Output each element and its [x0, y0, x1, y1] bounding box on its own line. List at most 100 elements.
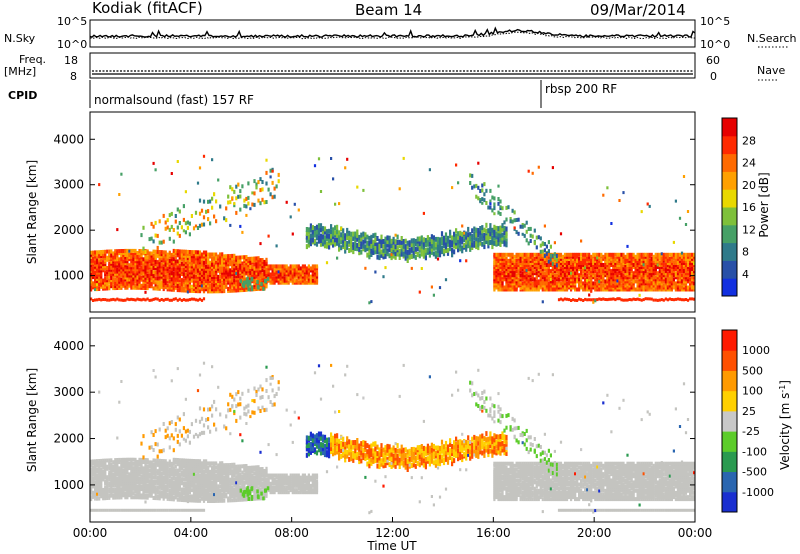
power-cell	[632, 275, 635, 280]
power-cell	[263, 270, 266, 275]
power-cell	[160, 270, 163, 275]
power-cell	[307, 227, 310, 233]
velocity-cell	[120, 491, 123, 496]
power-cell	[235, 266, 238, 270]
power-cell	[640, 279, 643, 284]
power-cell	[525, 238, 528, 243]
power-cell	[654, 275, 657, 280]
power-cell	[338, 246, 341, 252]
power-cell	[453, 249, 456, 255]
power-cell	[118, 271, 121, 276]
power-cell	[188, 268, 191, 273]
power-cell	[479, 226, 482, 231]
velocity-cell	[156, 460, 159, 465]
velocity-cell	[104, 473, 107, 478]
velocity-cell	[94, 461, 97, 466]
power-cell	[515, 218, 518, 222]
velocity-cell	[138, 482, 141, 487]
power-cell	[644, 285, 647, 290]
power-cell	[205, 264, 208, 269]
power-cell	[693, 281, 696, 286]
power-cell	[680, 279, 684, 284]
velocity-cell	[120, 470, 123, 475]
power-cell	[628, 279, 631, 284]
power-cell	[584, 252, 587, 257]
power-cell	[475, 227, 478, 233]
power-cell	[517, 277, 520, 282]
velocity-cell	[120, 462, 123, 466]
velocity-cell	[100, 508, 103, 512]
power-cell	[186, 260, 189, 265]
velocity-cell	[162, 490, 165, 495]
power-cell	[229, 254, 232, 258]
power-cell	[638, 261, 641, 265]
power-cell	[301, 268, 304, 273]
velocity-cell	[150, 464, 153, 469]
velocity-cell	[108, 462, 111, 467]
power-cell	[174, 259, 177, 264]
power-cell	[511, 271, 514, 276]
power-cell	[654, 256, 657, 261]
power-cell	[618, 267, 621, 272]
velocity-cell	[156, 477, 159, 482]
velocity-cell	[126, 476, 129, 481]
velocity-cell	[114, 483, 117, 488]
power-cell	[202, 250, 206, 255]
power-cell	[215, 264, 218, 269]
power-cell	[382, 244, 385, 250]
power-cell	[388, 253, 391, 259]
power-cell	[120, 251, 123, 256]
power-cell	[543, 248, 546, 253]
power-cell	[186, 272, 189, 277]
power-cell	[527, 252, 530, 257]
power-cell	[311, 233, 314, 239]
power-cell	[289, 278, 292, 283]
power-cell	[622, 191, 625, 195]
power-cell	[100, 270, 103, 275]
velocity-cell	[128, 476, 131, 481]
power-cell	[156, 266, 159, 271]
power-cell	[90, 261, 93, 265]
power-cell	[501, 265, 504, 269]
power-cell	[596, 252, 599, 257]
power-cell	[529, 283, 532, 288]
power-cell	[118, 275, 121, 280]
power-cell	[150, 270, 153, 274]
power-cell	[630, 256, 633, 261]
velocity-cell	[154, 429, 157, 434]
power-cell	[517, 271, 520, 276]
power-cell	[684, 271, 688, 276]
power-cell	[223, 278, 226, 283]
power-cell	[586, 275, 589, 280]
power-cell	[479, 233, 482, 239]
power-cell	[144, 298, 147, 302]
power-cell	[307, 242, 310, 248]
velocity-cell	[148, 460, 151, 465]
power-cell	[332, 227, 335, 233]
power-cell	[592, 298, 595, 302]
power-cell	[467, 226, 470, 232]
power-cell	[495, 279, 498, 284]
power-cell	[313, 164, 317, 168]
power-colorbar-tick-label: 16	[742, 201, 756, 214]
power-cell	[509, 261, 512, 265]
power-cell	[487, 243, 490, 249]
power-cell	[493, 271, 496, 276]
power-cell	[248, 281, 252, 286]
power-cell	[582, 275, 585, 280]
power-cell	[662, 271, 665, 276]
power-cell	[572, 279, 575, 284]
power-cell	[233, 253, 236, 258]
power-cell	[140, 233, 143, 238]
power-cell	[122, 253, 125, 258]
power-cell	[100, 252, 103, 257]
power-cell	[96, 281, 99, 285]
power-cell	[198, 272, 202, 277]
power-cell	[144, 269, 147, 274]
power-cell	[215, 283, 218, 288]
power-cell	[632, 279, 635, 284]
power-cell	[160, 298, 163, 301]
power-cell	[138, 251, 141, 256]
power-cell	[164, 277, 167, 281]
power-cell	[656, 283, 659, 288]
